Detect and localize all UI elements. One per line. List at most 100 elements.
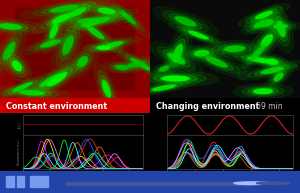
Ellipse shape <box>255 11 273 19</box>
Ellipse shape <box>251 47 263 59</box>
Ellipse shape <box>225 46 244 51</box>
Ellipse shape <box>53 14 70 23</box>
Ellipse shape <box>205 56 228 68</box>
Ellipse shape <box>0 22 28 31</box>
Ellipse shape <box>260 67 284 74</box>
Ellipse shape <box>14 83 31 91</box>
Ellipse shape <box>132 59 149 69</box>
Ellipse shape <box>177 26 219 44</box>
Ellipse shape <box>260 20 272 26</box>
Ellipse shape <box>127 79 200 96</box>
Ellipse shape <box>4 43 14 58</box>
Ellipse shape <box>250 9 277 21</box>
Ellipse shape <box>212 43 257 55</box>
Ellipse shape <box>108 63 135 72</box>
Ellipse shape <box>267 59 278 64</box>
Ellipse shape <box>133 71 218 86</box>
Ellipse shape <box>94 63 119 115</box>
Ellipse shape <box>100 75 113 102</box>
Text: Constant environment: Constant environment <box>6 102 107 111</box>
Ellipse shape <box>138 82 190 94</box>
Ellipse shape <box>150 61 178 76</box>
Ellipse shape <box>0 86 70 99</box>
Ellipse shape <box>60 30 76 60</box>
Ellipse shape <box>115 65 128 69</box>
Ellipse shape <box>179 45 224 61</box>
Ellipse shape <box>21 0 108 19</box>
Ellipse shape <box>190 49 213 57</box>
Ellipse shape <box>89 44 118 51</box>
Ellipse shape <box>164 26 192 80</box>
Ellipse shape <box>19 91 45 95</box>
Ellipse shape <box>223 52 297 68</box>
Ellipse shape <box>145 73 206 84</box>
Ellipse shape <box>188 31 208 39</box>
Ellipse shape <box>106 42 123 47</box>
Ellipse shape <box>42 69 73 90</box>
Bar <box>66 182 252 185</box>
Ellipse shape <box>254 21 267 28</box>
Ellipse shape <box>125 55 157 74</box>
Ellipse shape <box>70 8 85 16</box>
Ellipse shape <box>67 46 98 78</box>
Ellipse shape <box>170 39 185 67</box>
Ellipse shape <box>128 62 143 67</box>
Ellipse shape <box>28 67 73 94</box>
X-axis label: t (mins): t (mins) <box>76 176 88 180</box>
Ellipse shape <box>93 45 114 50</box>
Text: 69 min: 69 min <box>256 102 283 111</box>
Ellipse shape <box>175 16 197 26</box>
Ellipse shape <box>245 7 283 23</box>
Ellipse shape <box>39 74 61 87</box>
Ellipse shape <box>75 53 91 70</box>
Ellipse shape <box>122 60 149 69</box>
Ellipse shape <box>154 63 174 74</box>
Ellipse shape <box>238 61 300 80</box>
Ellipse shape <box>10 58 24 74</box>
Ellipse shape <box>64 5 91 19</box>
Ellipse shape <box>224 46 246 52</box>
Ellipse shape <box>80 19 105 22</box>
Ellipse shape <box>247 17 274 32</box>
Ellipse shape <box>50 23 58 39</box>
Ellipse shape <box>190 32 207 39</box>
Ellipse shape <box>250 19 270 30</box>
Ellipse shape <box>261 34 273 47</box>
Ellipse shape <box>260 56 284 67</box>
Ellipse shape <box>233 84 292 99</box>
Ellipse shape <box>169 23 228 47</box>
Ellipse shape <box>47 72 67 86</box>
Ellipse shape <box>8 80 38 94</box>
Ellipse shape <box>192 50 240 74</box>
Ellipse shape <box>248 64 297 77</box>
Ellipse shape <box>163 76 188 81</box>
Ellipse shape <box>236 32 278 75</box>
Ellipse shape <box>116 66 127 69</box>
Ellipse shape <box>157 65 171 72</box>
Ellipse shape <box>0 18 45 35</box>
Ellipse shape <box>241 56 279 64</box>
Ellipse shape <box>103 62 140 73</box>
Ellipse shape <box>3 42 15 60</box>
Ellipse shape <box>98 8 116 14</box>
Ellipse shape <box>51 25 57 37</box>
Ellipse shape <box>242 86 284 96</box>
Ellipse shape <box>121 11 136 24</box>
Ellipse shape <box>33 1 95 16</box>
Ellipse shape <box>269 5 293 53</box>
Ellipse shape <box>266 22 296 30</box>
Ellipse shape <box>78 57 87 66</box>
Bar <box>30 176 48 187</box>
Ellipse shape <box>34 71 67 90</box>
Ellipse shape <box>52 0 104 25</box>
Ellipse shape <box>256 54 289 69</box>
Ellipse shape <box>52 6 77 11</box>
Ellipse shape <box>238 3 290 26</box>
Ellipse shape <box>251 16 282 30</box>
Ellipse shape <box>272 71 286 83</box>
Ellipse shape <box>42 41 59 47</box>
Ellipse shape <box>153 85 174 90</box>
Ellipse shape <box>52 14 72 24</box>
Ellipse shape <box>169 14 202 29</box>
Ellipse shape <box>69 17 115 24</box>
